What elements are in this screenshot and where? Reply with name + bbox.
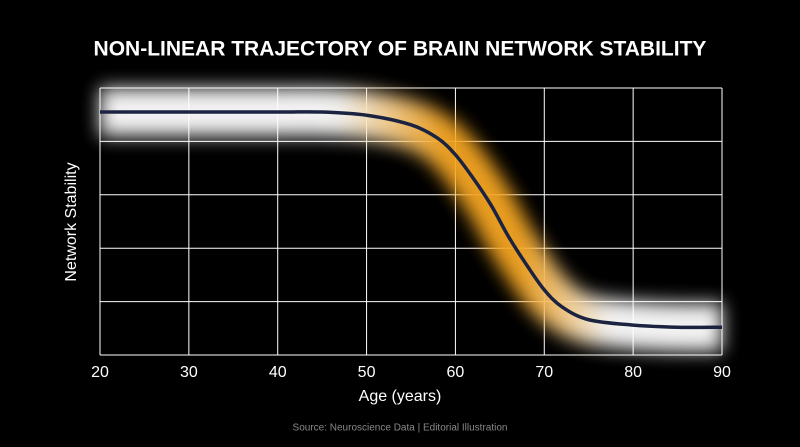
x-tick-label: 90 bbox=[713, 364, 731, 381]
line-glow bbox=[99, 87, 723, 352]
chart-title: NON-LINEAR TRAJECTORY OF BRAIN NETWORK S… bbox=[94, 38, 707, 61]
line bbox=[99, 110, 723, 330]
x-tick-label: 70 bbox=[535, 364, 553, 381]
x-tick-label: 30 bbox=[180, 364, 198, 381]
x-tick-label: 40 bbox=[269, 364, 287, 381]
x-tick-label: 60 bbox=[447, 364, 465, 381]
source-note: Source: Neuroscience Data | Editorial Il… bbox=[293, 423, 508, 434]
x-tick-label: 80 bbox=[624, 364, 642, 381]
y-axis-label: Network Stability bbox=[63, 162, 80, 281]
x-tick-label: 20 bbox=[91, 364, 109, 381]
x-axis-label: Age (years) bbox=[359, 388, 442, 405]
x-tick-label: 50 bbox=[358, 364, 376, 381]
